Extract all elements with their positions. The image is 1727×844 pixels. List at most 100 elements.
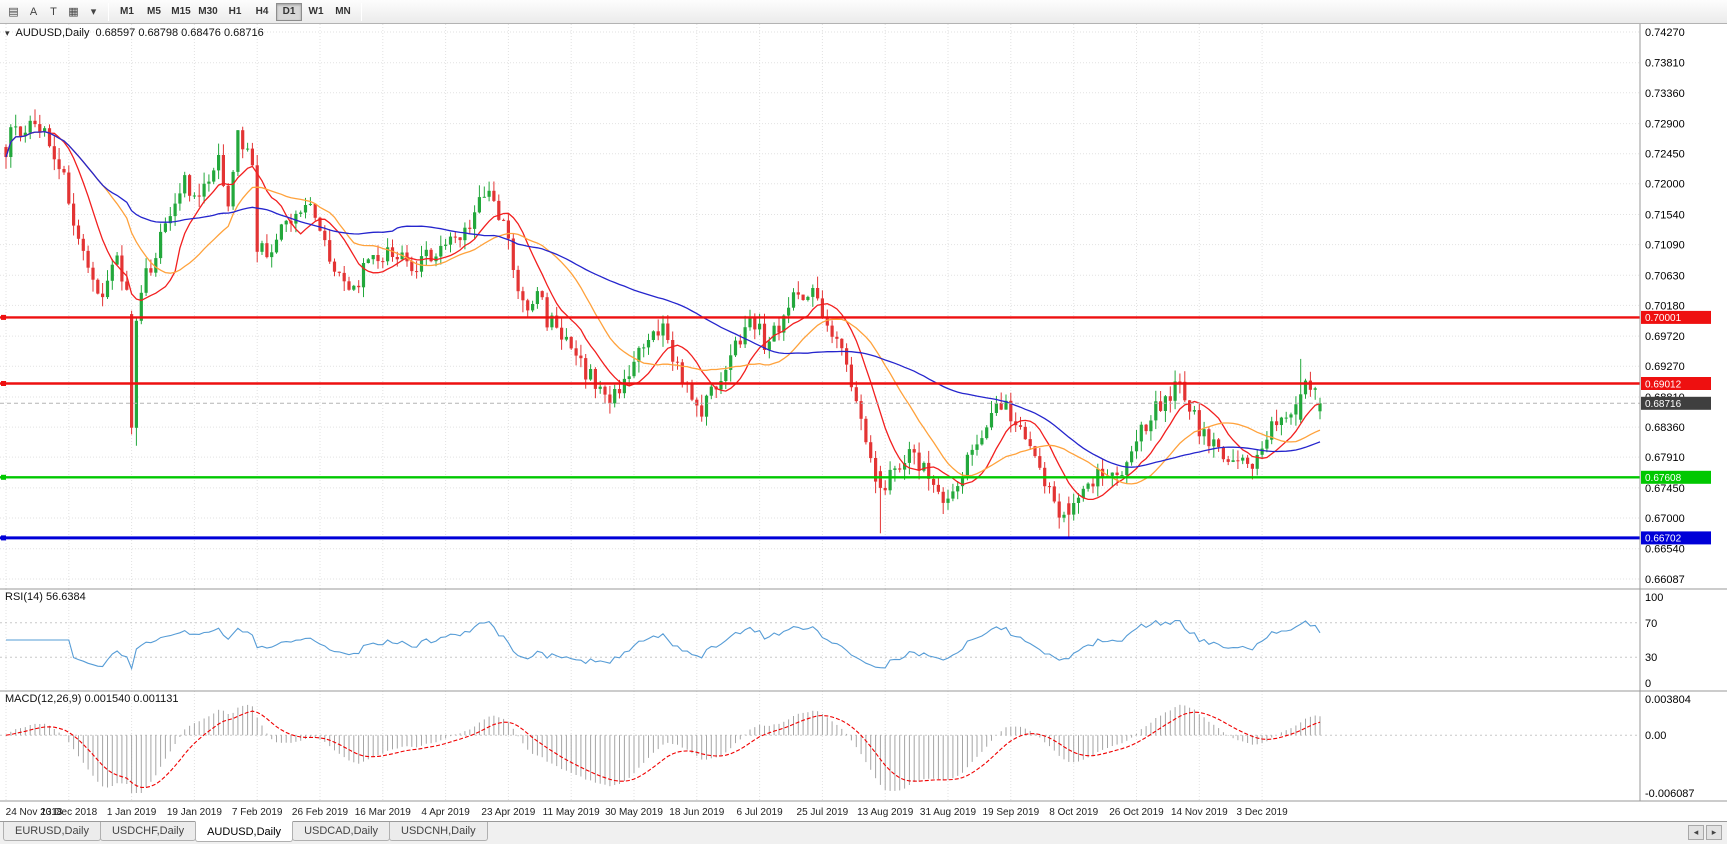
svg-text:23 Apr 2019: 23 Apr 2019 [481, 807, 535, 818]
svg-text:0.68360: 0.68360 [1645, 422, 1685, 434]
rsi-level-lines [0, 622, 1640, 658]
tab-usdcnh-daily[interactable]: USDCNH,Daily [389, 822, 488, 841]
price-tag-0.68716: 0.68716 [1641, 396, 1711, 410]
price-tag-0.70001: 0.70001 [1641, 310, 1711, 324]
svg-text:0.67910: 0.67910 [1645, 452, 1685, 464]
svg-text:0.72900: 0.72900 [1645, 119, 1685, 131]
svg-text:31 Aug 2019: 31 Aug 2019 [920, 807, 977, 818]
svg-text:19 Sep 2019: 19 Sep 2019 [982, 807, 1039, 818]
toolbar-icon-group: ▤ A T ▦ ▾ [4, 2, 103, 21]
timeframe-button-h4[interactable]: H4 [255, 6, 269, 17]
svg-text:26 Feb 2019: 26 Feb 2019 [292, 807, 349, 818]
tab-scroll-controls: ◂ ▸ [1688, 822, 1727, 840]
macd-signal-line [5, 710, 1321, 788]
timeframe-button-group: M1 M5 M15 M30 H1 H4 D1 W1 MN [114, 2, 356, 21]
price-tag-0.66702: 0.66702 [1641, 531, 1711, 545]
svg-text:4 Apr 2019: 4 Apr 2019 [421, 807, 470, 818]
rsi-axis-labels: 100 70 30 0 [1645, 592, 1663, 690]
price-tag-0.67608: 0.67608 [1641, 470, 1711, 484]
svg-text:18 Jun 2019: 18 Jun 2019 [669, 807, 724, 818]
timeframe-button-m30[interactable]: M30 [198, 6, 218, 17]
tab-usdcad-daily[interactable]: USDCAD,Daily [292, 822, 391, 841]
chart-list-icon[interactable]: ▤ [8, 6, 19, 18]
hline-0.67608[interactable] [0, 474, 1640, 480]
macd-axis-labels: 0.003804 0.00 -0.006087 [1645, 694, 1695, 800]
svg-text:0.72450: 0.72450 [1645, 149, 1685, 161]
svg-text:7 Feb 2019: 7 Feb 2019 [232, 807, 283, 818]
svg-text:13 Aug 2019: 13 Aug 2019 [857, 807, 914, 818]
svg-text:0.70180: 0.70180 [1645, 300, 1685, 312]
font-icon[interactable]: A [29, 5, 38, 18]
svg-text:16 Mar 2019: 16 Mar 2019 [355, 807, 412, 818]
hline-0.70001[interactable] [0, 314, 1640, 320]
ma-fast-line [5, 130, 1321, 501]
hline-0.69012[interactable] [0, 381, 1640, 386]
chart-tab-bar: EURUSD,Daily USDCHF,Daily AUDUSD,Daily USDC… [0, 821, 1727, 844]
rsi-line [6, 619, 1321, 671]
svg-text:0.70001: 0.70001 [1645, 313, 1682, 324]
svg-text:0.74270: 0.74270 [1645, 27, 1685, 39]
svg-text:6 Jul 2019: 6 Jul 2019 [737, 807, 784, 818]
svg-text:0.71090: 0.71090 [1645, 240, 1685, 252]
svg-text:0.69720: 0.69720 [1645, 331, 1685, 343]
ma-slow-line [5, 130, 1321, 468]
rsi-indicator-label: RSI(14) 56.6384 [5, 591, 86, 603]
svg-text:30: 30 [1645, 652, 1657, 664]
tab-scroll-left-icon[interactable]: ◂ [1688, 825, 1704, 840]
chart-tabs: EURUSD,Daily USDCHF,Daily AUDUSD,Daily USDC… [3, 821, 488, 842]
timeframe-button-mn[interactable]: MN [335, 6, 351, 17]
svg-text:0.67450: 0.67450 [1645, 483, 1685, 495]
chart-type-icon[interactable]: ▦ [68, 6, 79, 18]
svg-text:0.67608: 0.67608 [1645, 473, 1682, 484]
text-tool-icon[interactable]: T [50, 5, 57, 18]
grid [0, 24, 1640, 801]
chart-region: 0.74270 0.73810 0.73360 0.72900 0.72450 0.720… [0, 24, 1727, 821]
candles-layer [4, 109, 1322, 538]
price-axis-labels: 0.74270 0.73810 0.73360 0.72900 0.72450 0.720… [1645, 27, 1685, 586]
svg-text:0.69270: 0.69270 [1645, 361, 1685, 373]
svg-text:0.66540: 0.66540 [1645, 544, 1685, 556]
tab-usdchf-daily[interactable]: USDCHF,Daily [99, 822, 197, 841]
timeframe-button-m15[interactable]: M15 [171, 6, 191, 17]
svg-text:0.67000: 0.67000 [1645, 513, 1685, 525]
chart-type-caret-icon[interactable]: ▾ [90, 6, 97, 18]
svg-text:0.70630: 0.70630 [1645, 270, 1685, 282]
timeframe-button-m1[interactable]: M1 [120, 6, 134, 17]
macd-indicator-label: MACD(12,26,9) 0.001540 0.001131 [5, 693, 179, 705]
svg-text:0.72000: 0.72000 [1645, 179, 1685, 191]
svg-text:-0.006087: -0.006087 [1645, 788, 1695, 800]
svg-text:3 Dec 2019: 3 Dec 2019 [1237, 807, 1289, 818]
svg-text:0: 0 [1645, 678, 1651, 690]
toolbar: ▤ A T ▦ ▾ M1 M5 M15 M30 H1 H4 D1 W1 MN [0, 0, 1727, 24]
svg-text:11 May 2019: 11 May 2019 [543, 807, 601, 818]
svg-text:0.71540: 0.71540 [1645, 210, 1685, 222]
timeframe-button-d1[interactable]: D1 [276, 2, 302, 21]
svg-text:24 Nov 2018: 24 Nov 2018 [6, 807, 63, 818]
svg-text:0.66087: 0.66087 [1645, 574, 1685, 586]
svg-text:0.73810: 0.73810 [1645, 58, 1685, 70]
tab-eurusd-daily[interactable]: EURUSD,Daily [3, 822, 101, 841]
svg-text:0.66702: 0.66702 [1645, 534, 1682, 545]
timeframe-button-w1[interactable]: W1 [308, 6, 324, 17]
chart-title: ▾ AUDUSD,Daily 0.68597 0.68798 0.68476 0… [5, 27, 264, 39]
toolbar-separator [108, 2, 109, 21]
chart-symbol-title: AUDUSD,Daily [15, 27, 90, 39]
ma-mid-line [5, 130, 1321, 485]
tab-scroll-right-icon[interactable]: ▸ [1706, 825, 1722, 840]
svg-text:0.003804: 0.003804 [1645, 694, 1691, 706]
svg-text:0.00: 0.00 [1645, 730, 1666, 742]
timeframe-button-h1[interactable]: H1 [228, 6, 242, 17]
svg-text:1 Jan 2019: 1 Jan 2019 [107, 807, 157, 818]
svg-text:0.69012: 0.69012 [1645, 379, 1682, 390]
timeframe-button-m5[interactable]: M5 [147, 6, 161, 17]
tab-audusd-daily[interactable]: AUDUSD,Daily [195, 821, 294, 842]
price-tag-0.69012: 0.69012 [1641, 377, 1711, 390]
toolbar-separator [361, 2, 362, 21]
svg-text:26 Oct 2019: 26 Oct 2019 [1109, 807, 1164, 818]
chart-canvas[interactable]: 0.74270 0.73810 0.73360 0.72900 0.72450 0.720… [0, 24, 1727, 821]
one-click-trading-collapse-icon[interactable]: ▾ [5, 27, 10, 38]
svg-text:8 Oct 2019: 8 Oct 2019 [1049, 807, 1098, 818]
hline-0.66702[interactable] [0, 535, 1640, 541]
